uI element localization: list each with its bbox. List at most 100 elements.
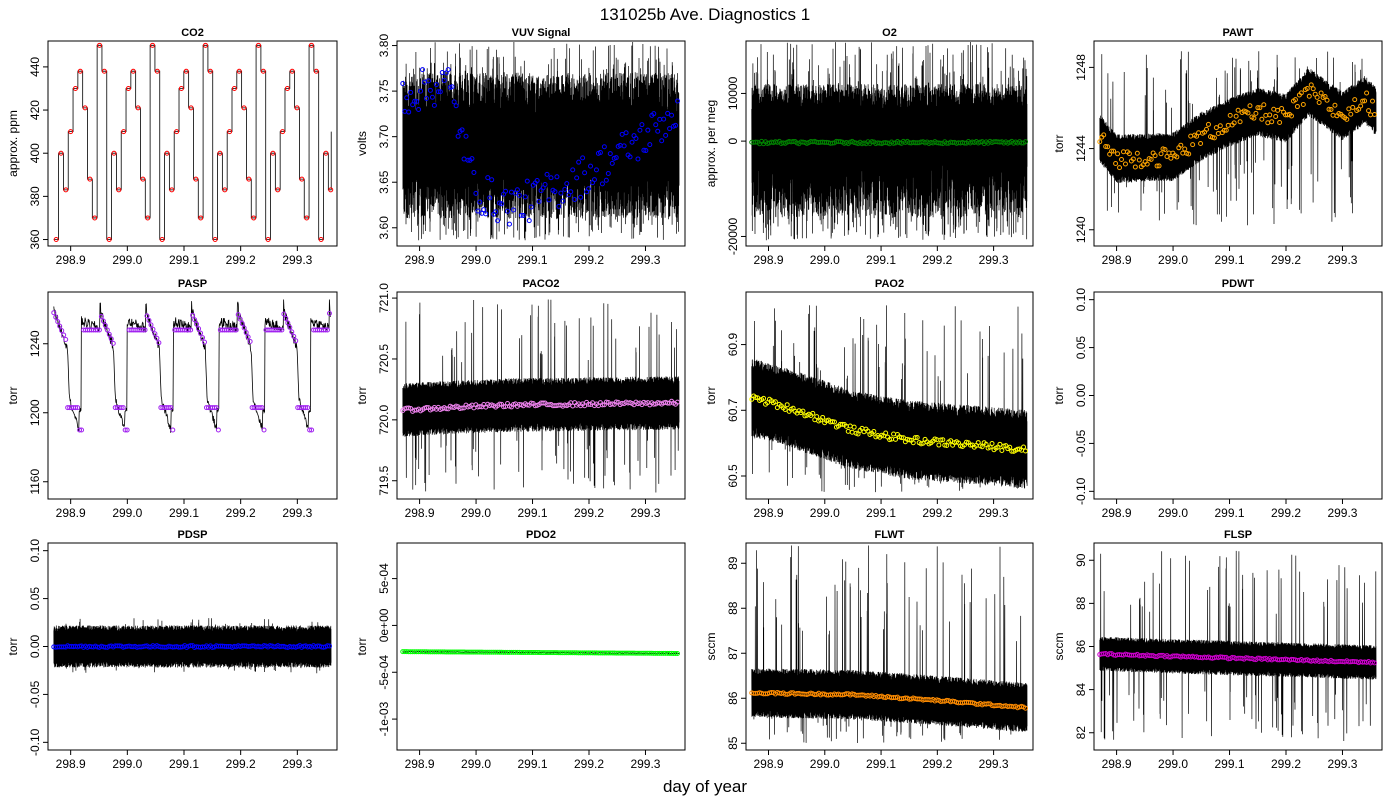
data-point	[213, 405, 219, 411]
x-tick-label: 299.2	[1271, 757, 1301, 771]
data-point	[619, 131, 625, 137]
data-point	[408, 89, 414, 95]
figure-xlabel: day of year	[663, 777, 747, 796]
data-point	[257, 405, 263, 411]
data-point	[1007, 444, 1013, 450]
x-tick-label: 299.0	[810, 253, 840, 267]
y-tick-label: 1200	[28, 399, 42, 426]
y-tick-label: -20000	[726, 217, 740, 255]
data-point	[159, 237, 165, 243]
data-point	[910, 440, 916, 446]
data-point	[94, 327, 100, 333]
y-tick-label: 1240	[1074, 216, 1088, 243]
y-tick-label: -1e-03	[377, 701, 391, 736]
plot-area	[51, 299, 332, 433]
data-point	[487, 195, 493, 201]
data-point	[217, 150, 223, 156]
plot-frame	[396, 40, 686, 247]
data-point	[635, 156, 641, 162]
data-point	[196, 326, 202, 332]
data-point	[75, 405, 81, 411]
data-point	[202, 339, 208, 345]
data-point	[1132, 164, 1138, 170]
data-point	[164, 150, 170, 156]
x-tick-label: 298.9	[56, 253, 86, 267]
data-point	[148, 322, 154, 328]
data-point	[1267, 112, 1273, 118]
data-point	[772, 399, 778, 405]
data-point	[445, 67, 451, 73]
data-point	[1370, 98, 1376, 104]
data-point	[576, 159, 582, 165]
data-point	[665, 110, 671, 116]
data-point	[281, 311, 287, 317]
x-tick-label: 298.9	[56, 506, 86, 520]
data-point	[582, 170, 588, 176]
data-point	[1178, 142, 1184, 148]
data-point	[207, 68, 213, 74]
data-point	[435, 89, 441, 95]
y-tick-label: 0	[726, 137, 740, 144]
data-point	[669, 112, 675, 118]
y-tick-label: 1248	[1074, 54, 1088, 81]
data-point	[869, 139, 875, 145]
data-point	[483, 211, 489, 217]
data-point	[1332, 102, 1338, 108]
data-point	[323, 150, 329, 156]
data-point	[1358, 103, 1364, 109]
data-point	[260, 68, 266, 74]
data-point	[465, 157, 471, 163]
data-point	[1115, 151, 1121, 157]
data-point	[1259, 116, 1265, 122]
data-point	[245, 334, 251, 340]
y-tick-label: 89	[726, 556, 740, 570]
data-point	[556, 203, 562, 209]
data-point	[820, 414, 826, 420]
panel-title: PACO2	[522, 278, 559, 290]
data-point	[97, 42, 103, 48]
data-point	[516, 192, 522, 198]
data-point	[304, 215, 310, 221]
panel-pawt: PAWT torr 298.9 299.0 299.1 299.2 299.3 1240 124…	[1052, 27, 1383, 267]
data-point	[1119, 157, 1125, 163]
data-point	[237, 316, 243, 322]
y-axis-label: approx. per meg	[704, 100, 718, 187]
data-point	[1126, 151, 1132, 157]
data-point	[1156, 163, 1162, 169]
data-point	[528, 204, 534, 210]
y-tick-label: 720.0	[377, 405, 391, 435]
data-point	[1300, 101, 1306, 107]
data-point	[1001, 443, 1007, 449]
data-point	[1362, 98, 1368, 104]
y-axis-label: torr	[1052, 134, 1066, 152]
y-axis-label: torr	[355, 637, 369, 655]
data-point	[473, 190, 479, 196]
data-point	[188, 643, 194, 649]
y-tick-label: 380	[28, 186, 42, 206]
data-point	[1023, 705, 1029, 711]
data-point	[55, 319, 61, 325]
y-axis-label: torr	[6, 386, 20, 404]
data-point	[198, 330, 204, 336]
panel-title: PAO2	[875, 278, 904, 290]
data-point	[505, 208, 511, 214]
plot-frame	[745, 40, 1034, 247]
x-tick-label: 299.0	[112, 506, 142, 520]
data-point	[63, 337, 69, 343]
data-point	[674, 98, 680, 104]
data-point	[414, 98, 420, 104]
x-tick-label: 299.0	[112, 253, 142, 267]
data-point	[1328, 106, 1334, 112]
x-tick-label: 299.0	[810, 506, 840, 520]
data-point	[893, 436, 899, 442]
y-tick-label: 82	[1074, 726, 1088, 740]
data-point	[459, 405, 465, 411]
data-point	[57, 323, 63, 329]
data-point	[1203, 126, 1209, 132]
data-point	[169, 187, 175, 193]
data-point	[489, 177, 495, 183]
data-point	[111, 150, 117, 156]
figure-title: 131025b Ave. Diagnostics 1	[600, 5, 810, 24]
x-tick-label: 298.9	[753, 506, 783, 520]
x-tick-label: 299.3	[282, 757, 312, 771]
